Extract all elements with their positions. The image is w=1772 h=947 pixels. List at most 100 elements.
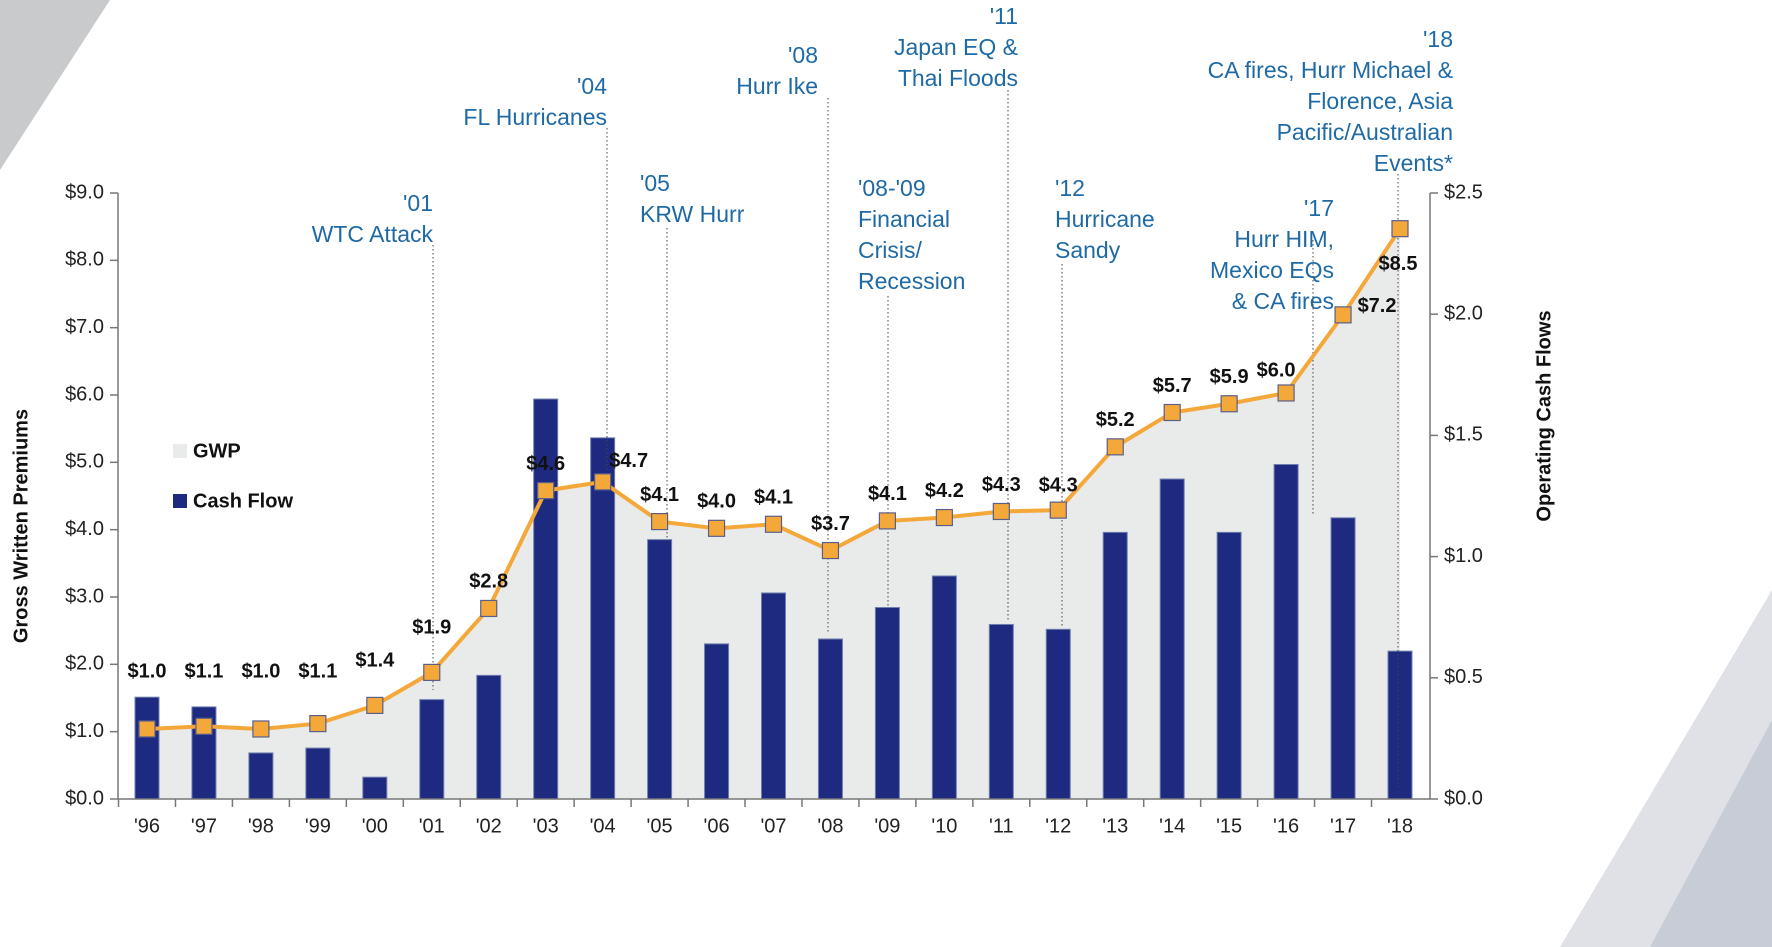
x-tick-label: '06 xyxy=(704,815,730,837)
x-tick-label: '18 xyxy=(1387,815,1413,837)
y2-tick-label: $2.0 xyxy=(1444,302,1483,324)
annotation-text: '05 xyxy=(640,170,670,196)
gwp-marker xyxy=(138,720,156,738)
gwp-marker xyxy=(252,720,270,738)
x-tick-label: '07 xyxy=(760,815,786,837)
gwp-marker xyxy=(195,717,213,735)
x-tick-label: '99 xyxy=(305,815,331,837)
y-tick-label: $0.0 xyxy=(65,787,104,809)
x-tick-label: '08 xyxy=(817,815,843,837)
annotation-text: WTC Attack xyxy=(312,221,434,247)
bar xyxy=(533,398,559,800)
gwp-marker xyxy=(309,714,327,733)
x-tick-label: '00 xyxy=(362,815,388,837)
annotation-text: Sandy xyxy=(1055,237,1121,263)
data-label: $1.9 xyxy=(412,617,451,639)
data-label: $1.1 xyxy=(298,660,337,682)
x-tick-label: '13 xyxy=(1102,815,1128,837)
annotation-text: '01 xyxy=(403,190,433,216)
gwp-marker xyxy=(821,541,840,560)
corner-decoration xyxy=(1650,720,1772,947)
data-label: $5.9 xyxy=(1210,366,1249,388)
x-tick-label: '14 xyxy=(1159,815,1185,837)
annotation-text: '08-'09 xyxy=(858,175,926,201)
y-tick-label: $1.0 xyxy=(65,720,104,742)
bar xyxy=(704,643,730,800)
data-label: $4.1 xyxy=(754,487,793,509)
data-label: $4.6 xyxy=(526,453,565,475)
bar xyxy=(761,592,786,800)
annotation-text: Hurr Ike xyxy=(736,73,818,99)
data-label: $1.1 xyxy=(184,660,223,682)
gwp-marker xyxy=(1220,395,1238,413)
y-tick-label: $6.0 xyxy=(65,383,104,405)
gwp-marker xyxy=(594,473,612,491)
y-axis-title: Gross Written Premiums xyxy=(10,409,32,643)
gwp-marker xyxy=(935,508,953,527)
annotation-text: '11 xyxy=(990,3,1018,29)
annotation-text: Recession xyxy=(858,268,965,294)
x-tick-label: '97 xyxy=(191,815,217,837)
gwp-marker xyxy=(480,599,498,618)
gwp-marker xyxy=(1106,438,1124,456)
data-label: $4.1 xyxy=(640,484,679,506)
annotation-text: Hurr HIM, xyxy=(1234,226,1334,252)
data-label: $1.0 xyxy=(128,660,167,682)
gwp-marker xyxy=(537,482,555,500)
bar xyxy=(1273,463,1299,800)
bar xyxy=(817,638,843,800)
x-tick-label: '03 xyxy=(533,815,559,837)
gwp-marker xyxy=(878,512,897,530)
x-tick-label: '16 xyxy=(1273,815,1299,837)
annotation-text: & CA fires xyxy=(1232,288,1334,314)
y2-tick-label: $0.0 xyxy=(1444,787,1483,809)
legend-label: Cash Flow xyxy=(193,490,293,512)
annotation-text: Florence, Asia xyxy=(1307,88,1453,114)
x-tick-label: '02 xyxy=(476,815,502,837)
annotation-text: Hurricane xyxy=(1055,206,1155,232)
x-tick-label: '15 xyxy=(1216,815,1242,837)
annotation-text: KRW Hurr xyxy=(640,201,745,227)
gwp-marker xyxy=(1334,306,1352,324)
bar xyxy=(248,752,274,800)
bar xyxy=(647,539,673,800)
x-tick-label: '09 xyxy=(874,815,900,837)
y-tick-label: $3.0 xyxy=(65,585,104,607)
x-tick-label: '17 xyxy=(1330,815,1356,837)
y2-tick-label: $1.5 xyxy=(1444,424,1483,446)
legend-swatch xyxy=(173,444,187,458)
bar xyxy=(1216,531,1242,800)
data-label: $4.2 xyxy=(925,480,964,502)
bar xyxy=(1045,628,1071,800)
y-tick-label: $7.0 xyxy=(65,316,104,338)
x-tick-label: '05 xyxy=(647,815,673,837)
x-tick-label: '96 xyxy=(134,815,160,837)
y2-axis-title: Operating Cash Flows xyxy=(1533,310,1555,521)
bar xyxy=(1330,517,1356,800)
x-tick-label: '12 xyxy=(1045,815,1071,837)
y2-tick-label: $1.0 xyxy=(1444,545,1483,567)
bar xyxy=(476,674,502,800)
y-tick-label: $9.0 xyxy=(65,181,104,203)
data-label: $2.8 xyxy=(469,571,508,593)
data-label: $4.3 xyxy=(982,474,1021,496)
annotation-text: '12 xyxy=(1055,175,1085,201)
legend-label: GWP xyxy=(193,440,241,462)
x-tick-label: '01 xyxy=(419,815,445,837)
annotation-text: Mexico EQs xyxy=(1210,257,1334,283)
x-tick-label: '11 xyxy=(989,815,1014,837)
bar xyxy=(590,437,616,800)
corner-decoration xyxy=(0,0,110,170)
bar xyxy=(1159,478,1185,800)
gwp-marker xyxy=(1277,384,1295,402)
bar xyxy=(931,575,957,800)
data-label: $8.5 xyxy=(1379,253,1418,275)
data-label: $5.7 xyxy=(1153,375,1192,397)
y-tick-label: $8.0 xyxy=(65,249,104,271)
data-label: $4.0 xyxy=(697,491,736,513)
bar xyxy=(988,623,1014,800)
data-label: $4.7 xyxy=(609,450,648,472)
data-label: $6.0 xyxy=(1257,359,1296,381)
data-label: $1.0 xyxy=(241,660,280,682)
